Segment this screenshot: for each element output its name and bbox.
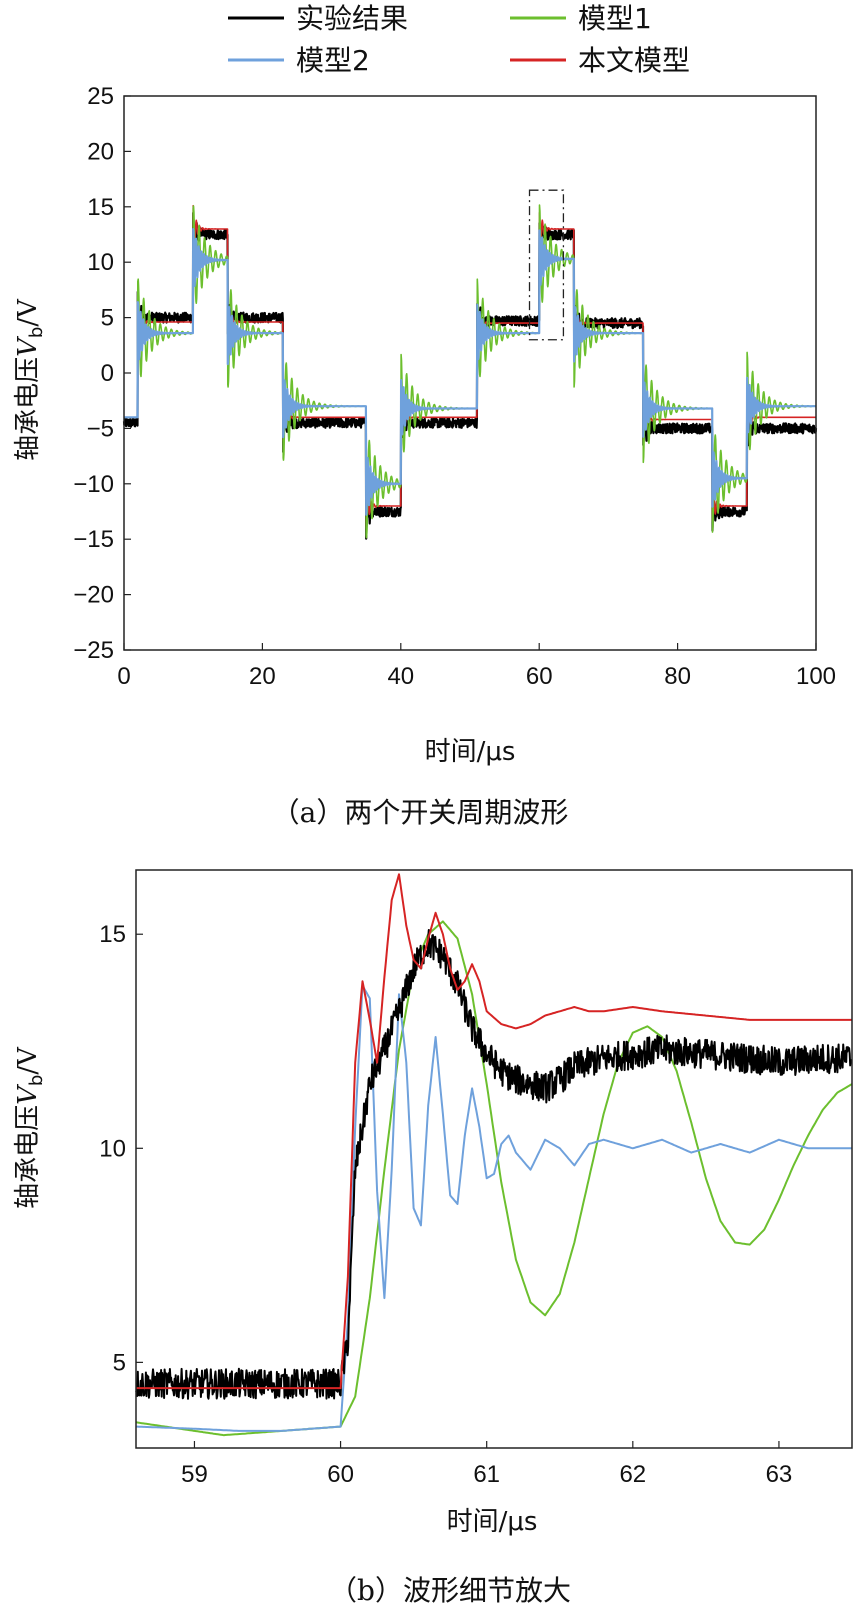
y-tick-label: −10 (73, 471, 114, 498)
chart-b-ylabel-var: V (13, 1084, 43, 1105)
chart-b-series (135, 873, 853, 1437)
legend-label-model1: 模型1 (578, 2, 652, 35)
x-tick-label: 0 (117, 663, 130, 690)
chart-b-plot-frame (135, 869, 853, 1449)
chart-b-axes: 59 60 61 62 63 5 10 15 (99, 921, 792, 1488)
legend-label-model2: 模型2 (296, 44, 370, 77)
x-tick-label: 40 (387, 663, 414, 690)
chart-a-ylabel-var: V (13, 336, 43, 357)
legend-label-this-model: 本文模型 (578, 44, 690, 77)
chart-b-ylabel-unit: /V (13, 1046, 43, 1075)
chart-b-series-experiment (135, 929, 853, 1400)
legend-item-model2: 模型2 (228, 44, 370, 77)
chart-b: 59 60 61 62 63 5 10 15 轴承电压Vb/V 时间/μs （b）波形细节放大 (13, 869, 853, 1607)
y-tick-label: 10 (87, 249, 114, 276)
y-tick-label: −5 (87, 415, 114, 442)
chart-a-zoom-box (528, 189, 565, 341)
x-tick-label: 59 (181, 1461, 208, 1488)
chart-b-series-model1 (135, 920, 853, 1437)
x-tick-label: 20 (249, 663, 276, 690)
chart-b-ylabel-sub: b (26, 1075, 47, 1086)
chart-a-series-experiment (122, 211, 818, 540)
y-tick-label: 20 (87, 138, 114, 165)
legend-item-model1: 模型1 (510, 2, 652, 35)
x-tick-label: 62 (619, 1461, 646, 1488)
chart-b-xlabel: 时间/μs (447, 1507, 538, 1537)
y-tick-label: −20 (73, 582, 114, 609)
chart-a-ylabel-sub: b (26, 327, 47, 338)
chart-a-ylabel-main: 轴承电压 (13, 357, 43, 461)
chart-a-axes: 0 20 40 60 80 100 −25 −20 −15 −10 −5 0 5 10 15 20 25 (73, 83, 836, 690)
chart-a-series-this-model (123, 204, 817, 529)
y-tick-label: −15 (73, 526, 114, 553)
chart-a-xlabel: 时间/μs (425, 737, 516, 767)
x-tick-label: 80 (664, 663, 691, 690)
legend-item-this-model: 本文模型 (510, 44, 690, 77)
x-tick-label: 63 (766, 1461, 793, 1488)
chart-b-ylabel: 轴承电压Vb/V (13, 1046, 47, 1209)
x-tick-label: 60 (327, 1461, 354, 1488)
legend: 实验结果 模型1 模型2 本文模型 (228, 2, 690, 77)
chart-b-caption: （b）波形细节放大 (329, 1574, 571, 1607)
y-tick-label: −25 (73, 637, 114, 664)
legend-item-experiment: 实验结果 (228, 2, 408, 35)
x-tick-label: 100 (796, 663, 836, 690)
chart-a: 0 20 40 60 80 100 −25 −20 −15 −10 −5 0 5 10 15 20 25 轴承电… (13, 83, 836, 829)
chart-b-series-this-model (136, 873, 852, 1390)
chart-a-plot-frame (123, 95, 817, 651)
chart-a-series (122, 189, 818, 540)
chart-b-series-model2 (136, 984, 852, 1432)
chart-a-series-model2 (123, 227, 817, 516)
chart-a-caption: （a）两个开关周期波形 (272, 796, 569, 829)
y-tick-label: 15 (87, 194, 114, 221)
x-tick-label: 61 (473, 1461, 500, 1488)
chart-a-ylabel: 轴承电压Vb/V (13, 298, 47, 461)
y-tick-label: 5 (101, 305, 114, 332)
chart-a-ylabel-unit: /V (13, 298, 43, 327)
legend-label-experiment: 实验结果 (296, 2, 408, 35)
y-tick-label: 15 (99, 921, 126, 948)
y-tick-label: 5 (113, 1349, 126, 1376)
y-tick-label: 10 (99, 1135, 126, 1162)
y-tick-label: 0 (101, 360, 114, 387)
x-tick-label: 60 (526, 663, 553, 690)
y-tick-label: 25 (87, 83, 114, 110)
chart-b-ylabel-main: 轴承电压 (13, 1105, 43, 1209)
